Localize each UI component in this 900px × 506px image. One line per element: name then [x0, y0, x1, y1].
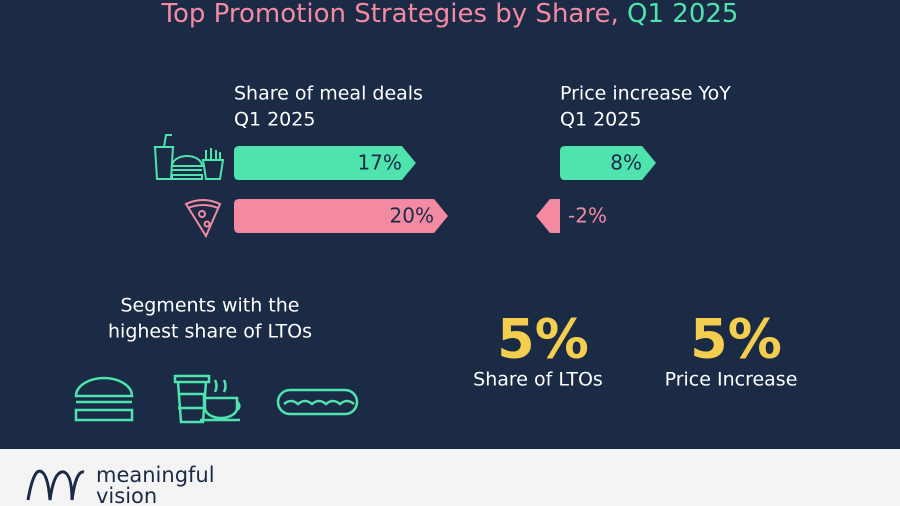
lto-heading: highest share of LTOs [108, 321, 312, 343]
bar-label: 17% [357, 151, 401, 175]
bar-label: 20% [390, 204, 434, 228]
stat-value: 5% [690, 308, 782, 371]
pizza-icon [184, 199, 222, 239]
segment-icons [74, 374, 359, 424]
bar [536, 199, 560, 233]
background [0, 0, 900, 449]
footer-background [0, 449, 900, 506]
bar [234, 199, 448, 233]
bar-label: -2% [568, 204, 607, 228]
title: Top Promotion Strategies by Share, Q1 20… [161, 0, 739, 29]
stat-value: 5% [497, 308, 589, 371]
meal-heading: Q1 2025 [234, 109, 315, 131]
title-highlight: Q1 2025 [627, 0, 738, 29]
brand: meaningful [96, 463, 215, 487]
stat-label: Price Increase [665, 369, 798, 391]
price-heading: Q1 2025 [560, 109, 641, 131]
lto-heading: Segments with the [121, 295, 300, 317]
logo [26, 469, 85, 501]
meal-icon [153, 134, 225, 180]
bar-label: 8% [610, 151, 642, 175]
bar [560, 146, 656, 180]
stat-label: Share of LTOs [473, 369, 603, 391]
bar [234, 146, 416, 180]
price-heading: Price increase YoY [560, 83, 731, 105]
meal-heading: Share of meal deals [234, 83, 423, 105]
brand: vision [96, 484, 157, 506]
title-main: Top Promotion Strategies by Share, [161, 0, 619, 29]
